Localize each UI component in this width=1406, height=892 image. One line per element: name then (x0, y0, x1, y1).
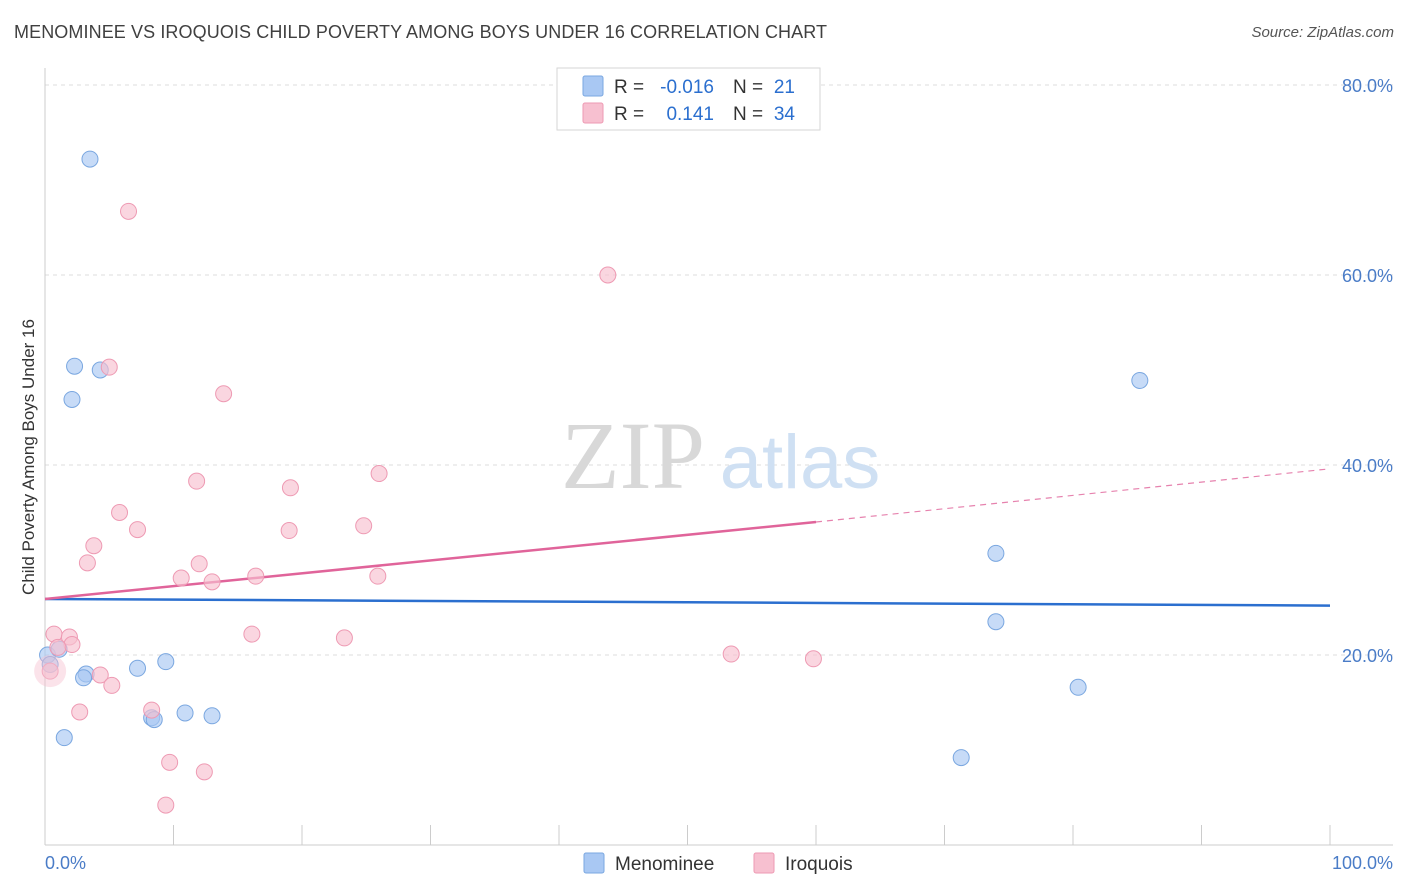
axes (44, 68, 1393, 846)
x-tick-label: 0.0% (45, 853, 86, 873)
data-point-menominee (81, 150, 99, 168)
legend-r-label: R = (614, 77, 644, 98)
watermark-atlas: atlas (720, 420, 881, 505)
legend-swatch-iroquois (582, 102, 604, 124)
tick-labels: 20.0% 40.0% 60.0% 80.0% 0.0% 100.0% (45, 76, 1393, 873)
legend-label-iroquois: Iroquois (785, 854, 853, 875)
data-point-iroquois (355, 517, 373, 535)
data-point-iroquois (111, 504, 129, 521)
watermark: ZIP atlas (561, 402, 880, 509)
data-point-iroquois (49, 638, 67, 656)
data-point-iroquois (34, 655, 67, 688)
legend-top: R = -0.016 N = 21 R = 0.141 N = 34 (556, 67, 821, 131)
trend-line-iroquois (44, 520, 817, 601)
data-point-menominee (66, 357, 84, 375)
trend-lines (44, 468, 1331, 607)
data-point-iroquois (85, 537, 103, 555)
y-tick-label: 40.0% (1342, 456, 1393, 476)
data-point-menominee (176, 704, 194, 722)
legend-r-value: -0.016 (660, 77, 714, 98)
data-point-iroquois (120, 202, 138, 220)
y-tick-label: 80.0% (1342, 76, 1393, 96)
data-point-iroquois (63, 636, 81, 654)
data-point-iroquois (722, 645, 740, 663)
gridlines (45, 84, 1393, 656)
chart-title: MENOMINEE VS IROQUOIS CHILD POVERTY AMON… (14, 22, 828, 42)
legend-n-value: 21 (774, 77, 795, 98)
data-point-iroquois (129, 521, 147, 539)
data-point-iroquois (280, 522, 298, 540)
data-point-iroquois (370, 465, 388, 483)
data-point-menominee (203, 707, 221, 725)
data-point-menominee (129, 659, 147, 677)
legend-swatch-menominee (583, 852, 605, 874)
data-point-menominee (55, 729, 73, 747)
legend-n-label: N = (733, 104, 763, 125)
legend-bottom: Menominee Iroquois (583, 852, 853, 875)
data-point-iroquois (71, 703, 89, 721)
legend-n-label: N = (733, 77, 763, 98)
data-point-iroquois (188, 472, 206, 490)
data-point-iroquois (281, 479, 299, 497)
data-point-iroquois (215, 385, 233, 403)
data-point-menominee (1131, 371, 1149, 389)
data-point-iroquois (78, 554, 96, 572)
watermark-zip: ZIP (561, 402, 705, 509)
y-tick-label: 20.0% (1342, 646, 1393, 666)
data-point-menominee (1069, 678, 1087, 696)
data-point-iroquois (203, 573, 221, 591)
data-point-iroquois (247, 567, 265, 585)
data-point-iroquois (243, 625, 261, 643)
data-point-menominee (952, 749, 970, 767)
data-point-iroquois (161, 753, 179, 771)
data-point-iroquois (599, 266, 617, 284)
y-axis-label: Child Poverty Among Boys Under 16 (19, 319, 38, 595)
data-point-menominee (987, 613, 1005, 631)
data-point-iroquois (100, 358, 118, 376)
legend-r-label: R = (614, 104, 644, 125)
data-point-iroquois (143, 701, 161, 719)
legend-label-menominee: Menominee (615, 854, 714, 875)
data-point-iroquois (369, 567, 387, 585)
data-point-iroquois (335, 629, 353, 647)
data-point-menominee (63, 390, 81, 408)
trend-line-menominee (44, 597, 1331, 607)
data-point-iroquois (103, 676, 121, 694)
trend-line-extension-iroquois (815, 468, 1331, 523)
data-points (34, 150, 1149, 814)
legend-n-value: 34 (774, 104, 796, 125)
legend-swatch-menominee (582, 75, 604, 97)
data-point-iroquois (91, 666, 109, 684)
data-point-menominee (987, 544, 1005, 562)
legend-swatch-iroquois (753, 852, 775, 874)
x-tick-label: 100.0% (1332, 853, 1393, 873)
data-point-menominee (75, 669, 93, 687)
data-point-iroquois (190, 555, 208, 573)
data-point-iroquois (157, 796, 175, 814)
legend-r-value: 0.141 (666, 104, 714, 125)
data-point-iroquois (172, 569, 190, 587)
data-point-iroquois (195, 763, 213, 781)
chart-source: Source: ZipAtlas.com (1251, 24, 1394, 41)
data-point-iroquois (41, 662, 59, 680)
y-tick-label: 60.0% (1342, 266, 1393, 286)
data-point-menominee (157, 653, 175, 671)
data-point-iroquois (804, 650, 822, 668)
